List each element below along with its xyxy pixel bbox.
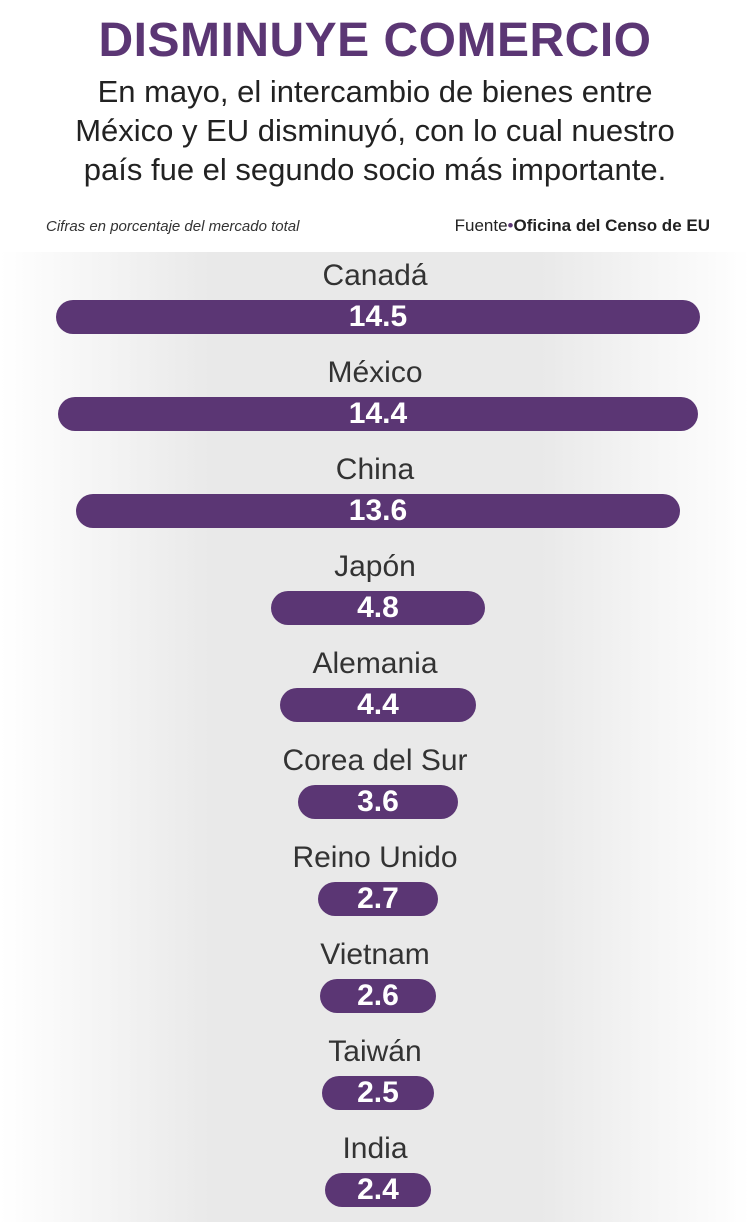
bar-row: Canadá 14.5 — [0, 252, 750, 349]
bar: 4.8 — [271, 591, 485, 625]
bar: 14.4 — [58, 397, 698, 431]
bar: 2.5 — [322, 1076, 434, 1110]
bar: 2.4 — [324, 1173, 432, 1207]
bar-row: China 13.6 — [0, 446, 750, 543]
bar-row: Alemania 4.4 — [0, 640, 750, 737]
category-label: Vietnam — [320, 938, 430, 971]
source-credit: Fuente•Oficina del Censo de EU — [455, 216, 710, 236]
bar-row: Japón 4.8 — [0, 543, 750, 640]
units-note: Cifras en porcentaje del mercado total — [46, 218, 300, 235]
category-label: Taiwán — [328, 1035, 422, 1068]
chart-title: DISMINUYE COMERCIO — [98, 14, 652, 67]
category-label: India — [342, 1132, 408, 1165]
source-prefix: Fuente — [454, 216, 508, 235]
source-separator: • — [507, 216, 514, 235]
category-label: Reino Unido — [292, 841, 458, 874]
bar-row: Taiwán 2.5 — [0, 1028, 750, 1125]
bar: 14.5 — [56, 300, 700, 334]
category-label: Japón — [334, 550, 416, 583]
category-label: Alemania — [312, 647, 438, 680]
category-label: Canadá — [322, 259, 428, 292]
bar: 13.6 — [75, 494, 680, 528]
bar: 3.6 — [298, 785, 458, 819]
source-name: Oficina del Censo de EU — [513, 216, 711, 235]
chart-subtitle: En mayo, el intercambio de bienes entre … — [75, 74, 675, 187]
bar: 2.7 — [318, 882, 438, 916]
category-label: Corea del Sur — [282, 744, 468, 777]
bar-row: Vietnam 2.6 — [0, 931, 750, 1028]
category-label: China — [335, 453, 415, 486]
bar-row: Corea del Sur 3.6 — [0, 737, 750, 834]
bar-row: México 14.4 — [0, 349, 750, 446]
bar: 2.6 — [320, 979, 436, 1013]
bar: 4.4 — [280, 688, 476, 722]
bar-row: Reino Unido 2.7 — [0, 834, 750, 931]
category-label: México — [327, 356, 423, 389]
bar-row: India 2.4 — [0, 1125, 750, 1222]
